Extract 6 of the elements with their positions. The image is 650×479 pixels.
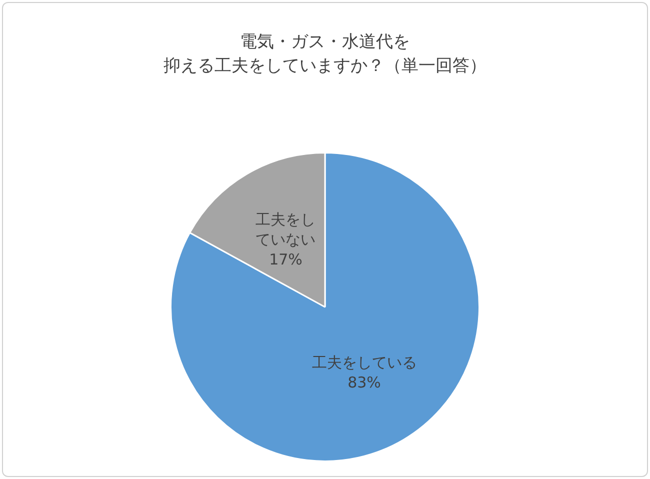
slice-label: 工夫をしていない xyxy=(256,210,316,249)
chart-subtitle: 抑える工夫をしていますか？（単一回答） xyxy=(162,55,488,78)
slice-label: 工夫をしている xyxy=(312,353,417,372)
data-label: 17% xyxy=(269,250,302,269)
chart-title: 電気・ガス・水道代を xyxy=(239,31,411,54)
data-label: 83% xyxy=(348,373,381,392)
